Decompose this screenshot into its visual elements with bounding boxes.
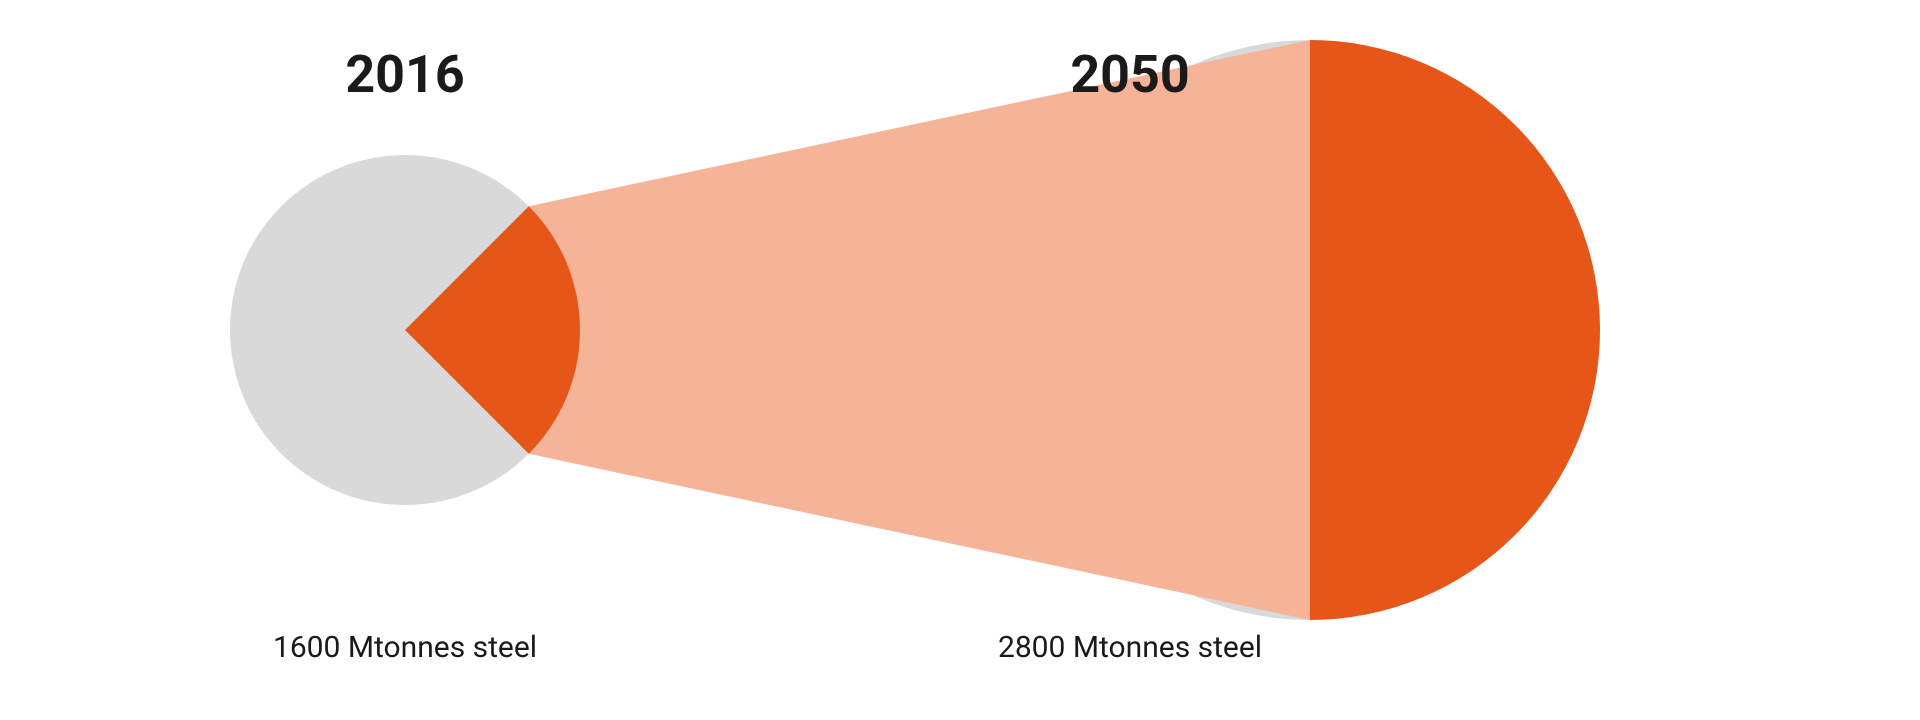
caption-left: 1600 Mtonnes steel xyxy=(273,630,537,665)
caption-right: 2800 Mtonnes steel xyxy=(998,630,1262,665)
infographic-svg xyxy=(0,0,1920,720)
year-label-left: 2016 xyxy=(345,44,464,105)
right-wedge xyxy=(1310,40,1600,620)
year-label-right: 2050 xyxy=(1070,44,1189,105)
growth-connector xyxy=(529,40,1310,620)
infographic-stage: 2016 2050 1600 Mtonnes steel 2800 Mtonne… xyxy=(0,0,1920,720)
